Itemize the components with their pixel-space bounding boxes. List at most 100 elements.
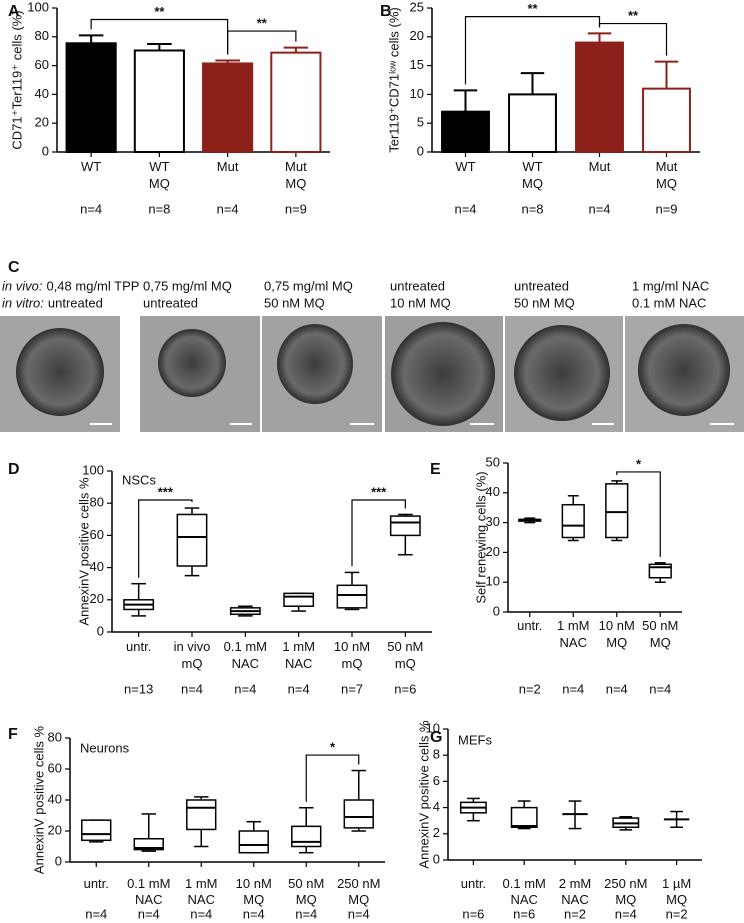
y-tick-label: 25 xyxy=(410,0,424,14)
x-tick-label: 1 mM NAC xyxy=(185,876,218,907)
x-tick-label: Mut MQ xyxy=(656,159,678,191)
box xyxy=(510,806,538,828)
n-label: n=8 xyxy=(148,201,170,216)
condition-label: 0,48 mg/ml TPP xyxy=(46,278,139,293)
bar xyxy=(202,62,254,153)
n-label: n=13 xyxy=(124,681,153,696)
y-tick-label: 0 xyxy=(42,143,49,158)
y-tick-label: 15 xyxy=(410,57,424,72)
n-label: n=2 xyxy=(519,681,541,696)
x-tick-label: Mut xyxy=(217,159,239,174)
x-tick-label: untr. xyxy=(517,618,542,633)
condition-label: untreated xyxy=(390,278,445,293)
n-label: n=4 xyxy=(295,906,317,921)
bar xyxy=(133,49,185,153)
significance-label: * xyxy=(636,456,642,471)
y-tick-label: 60 xyxy=(90,527,104,542)
x-tick-label: untr. xyxy=(84,876,109,891)
y-tick-label: 60 xyxy=(48,760,62,775)
x-tick-label: 1 mM NAC xyxy=(282,639,315,671)
box xyxy=(283,592,315,607)
y-tick-label: 100 xyxy=(82,462,104,477)
panel-label: B xyxy=(380,3,392,20)
n-label: n=7 xyxy=(341,681,363,696)
sphere xyxy=(158,329,226,397)
n-label: n=4 xyxy=(234,681,256,696)
x-tick-label: 50 nM MQ xyxy=(642,618,678,650)
y-tick-label: 0 xyxy=(433,851,440,866)
box xyxy=(186,799,217,831)
x-tick-label: 250 nM MQ xyxy=(604,876,647,907)
y-tick-label: 40 xyxy=(48,791,62,806)
x-tick-label: 10 nM MQ xyxy=(236,876,272,907)
row-label: in vitro: xyxy=(2,295,44,310)
condition-label: 0,75 mg/ml MQ xyxy=(143,278,232,293)
significance-label: ** xyxy=(154,4,165,19)
sphere xyxy=(638,324,730,416)
y-tick-label: 5 xyxy=(417,115,424,130)
n-label: n=9 xyxy=(655,201,677,216)
n-label: n=4 xyxy=(217,201,239,216)
x-tick-label: WT MQ xyxy=(149,159,170,191)
sphere xyxy=(391,322,495,426)
y-tick-label: 4 xyxy=(433,799,440,814)
y-tick-label: 40 xyxy=(90,559,104,574)
x-tick-label: untr. xyxy=(126,639,151,654)
bar xyxy=(441,110,490,153)
x-tick-label: 2 mM NAC xyxy=(559,876,592,907)
n-label: n=4 xyxy=(243,906,265,921)
n-label: n=4 xyxy=(454,201,476,216)
y-tick-label: 80 xyxy=(90,495,104,510)
y-tick-label: 100 xyxy=(27,0,49,14)
box xyxy=(561,503,585,539)
bar xyxy=(270,51,322,153)
y-tick-label: 20 xyxy=(90,591,104,606)
condition-label: untreated xyxy=(48,295,103,310)
bar xyxy=(642,87,691,153)
significance-bracket xyxy=(227,30,297,55)
significance-label: ** xyxy=(628,8,639,23)
y-tick-label: 10 xyxy=(426,720,440,735)
panel-label: A xyxy=(8,3,20,20)
y-axis-title: Ter119⁺CD71ˡᵒʷ cells (%) xyxy=(386,7,401,153)
condition-label: 50 nM MQ xyxy=(514,295,575,310)
panel-label: E xyxy=(430,461,441,478)
bar xyxy=(575,41,624,154)
box xyxy=(343,799,374,829)
x-tick-label: 0.1 mM NAC xyxy=(127,876,170,907)
n-label: n=4 xyxy=(615,906,637,921)
y-tick-label: 0 xyxy=(97,623,104,638)
condition-label: 1 mg/ml NAC xyxy=(632,278,709,293)
box xyxy=(291,825,322,848)
n-label: n=2 xyxy=(666,906,688,921)
significance-label: ** xyxy=(257,15,268,30)
x-tick-label: WT MQ xyxy=(522,159,543,191)
x-tick-label: 250 nM MQ xyxy=(337,876,380,907)
y-tick-label: 20 xyxy=(486,544,500,559)
y-tick-label: 40 xyxy=(35,86,49,101)
n-label: n=4 xyxy=(606,681,628,696)
x-tick-label: 10 nM mQ xyxy=(334,639,370,671)
box xyxy=(238,830,269,854)
box xyxy=(133,838,164,851)
condition-label: 0.1 mM NAC xyxy=(632,295,706,310)
box xyxy=(605,483,629,539)
x-tick-label: WT xyxy=(81,159,101,174)
y-tick-label: 20 xyxy=(410,28,424,43)
bar xyxy=(65,42,117,153)
y-tick-label: 10 xyxy=(486,574,500,589)
y-tick-label: 50 xyxy=(486,454,500,469)
significance-label: ** xyxy=(527,1,538,16)
y-tick-label: 20 xyxy=(35,115,49,130)
x-tick-label: 0.1 mM NAC xyxy=(224,639,267,671)
y-tick-label: 10 xyxy=(410,86,424,101)
y-axis-title: AnnexinV positive cells % xyxy=(76,477,91,626)
n-label: n=4 xyxy=(85,906,107,921)
n-label: n=4 xyxy=(288,681,310,696)
bar xyxy=(508,93,557,153)
chart-title: Neurons xyxy=(80,740,130,755)
significance-bracket xyxy=(464,16,601,85)
n-label: n=9 xyxy=(285,201,307,216)
y-tick-label: 8 xyxy=(433,747,440,762)
n-label: n=8 xyxy=(521,201,543,216)
